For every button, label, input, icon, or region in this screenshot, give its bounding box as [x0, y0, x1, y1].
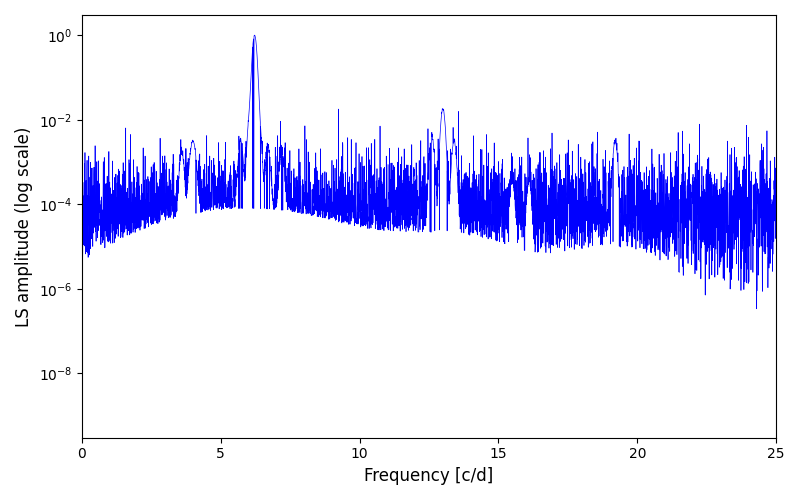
Y-axis label: LS amplitude (log scale): LS amplitude (log scale): [15, 126, 33, 326]
X-axis label: Frequency [c/d]: Frequency [c/d]: [364, 467, 494, 485]
